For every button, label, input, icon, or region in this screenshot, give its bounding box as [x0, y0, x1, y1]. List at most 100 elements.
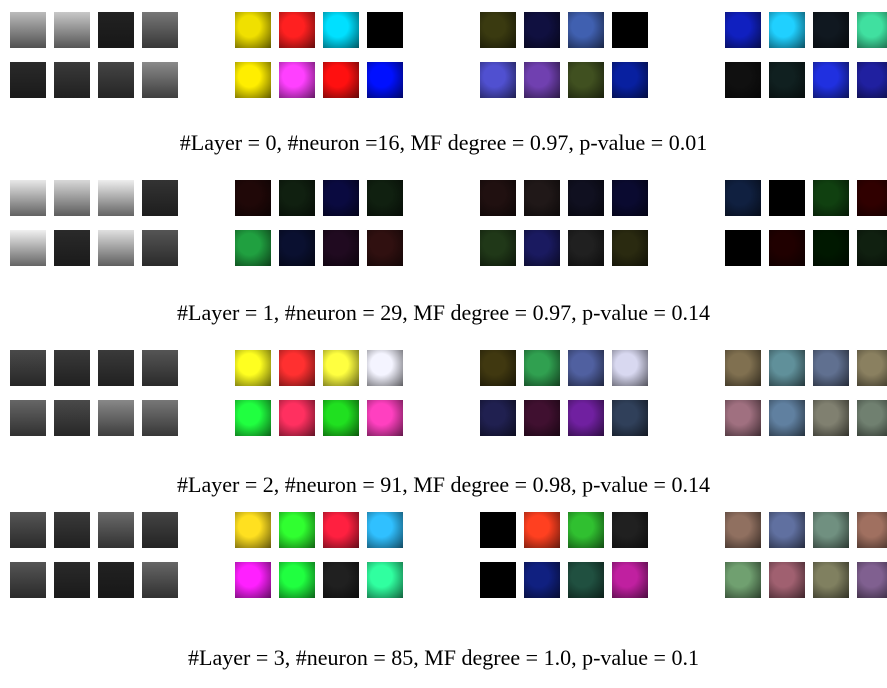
- layer-2-pattern-tile-1-1: [769, 400, 805, 436]
- layer-0-pattern-tile-0-2: [813, 12, 849, 48]
- layer-1-pattern-tile-1-2: [813, 230, 849, 266]
- layer-0-grayscale-tile-0-0: [10, 12, 46, 48]
- layer-1-grayscale-tile-1-1: [54, 230, 90, 266]
- layer-2-grayscale-tile-1-2: [98, 400, 134, 436]
- layer-3-color-tile-1-1: [524, 562, 560, 598]
- layer-3-color-tile-0-1: [524, 512, 560, 548]
- layer-3-pattern-tile-0-1: [769, 512, 805, 548]
- layer-2-color-tile-0-3: [612, 350, 648, 386]
- layer-3-pattern-tile-1-2: [813, 562, 849, 598]
- layer-3-color-tile-0-2: [568, 512, 604, 548]
- layer-2-grayscale-tile-0-2: [98, 350, 134, 386]
- layer-0-pattern-tile-1-1: [769, 62, 805, 98]
- layer-3-segment-tile-0-1: [279, 512, 315, 548]
- layer-2-segment-tile-0-3: [367, 350, 403, 386]
- layer-1-caption: #Layer = 1, #neuron = 29, MF degree = 0.…: [177, 300, 710, 325]
- layer-0-color-tile-0-3: [612, 12, 648, 48]
- layer-3-pattern-tile-0-3: [857, 512, 887, 548]
- layer-0-pattern-tile-1-3: [857, 62, 887, 98]
- layer-0-color-tile-0-2: [568, 12, 604, 48]
- layer-1-segment-tile-1-2: [323, 230, 359, 266]
- layer-3-grayscale-tile-0-3: [142, 512, 178, 548]
- layer-1-color-tile-1-0: [480, 230, 516, 266]
- layer-0-grayscale-tile-0-1: [54, 12, 90, 48]
- layer-2-pattern-tile-0-0: [725, 350, 761, 386]
- layer-2-segment-tile-0-0: [235, 350, 271, 386]
- layer-0-color-tile-0-0: [480, 12, 516, 48]
- layer-2-caption: #Layer = 2, #neuron = 91, MF degree = 0.…: [177, 472, 710, 497]
- layer-0-segment-tile-0-2: [323, 12, 359, 48]
- layer-0-pattern-tile-0-3: [857, 12, 887, 48]
- layer-1-pattern-tile-0-0: [725, 180, 761, 216]
- layer-0-segment-tile-1-1: [279, 62, 315, 98]
- layer-0-caption: #Layer = 0, #neuron =16, MF degree = 0.9…: [179, 130, 708, 155]
- layer-1-segment-tile-0-2: [323, 180, 359, 216]
- layer-1-pattern-tile-1-3: [857, 230, 887, 266]
- layer-2-color-tile-0-2: [568, 350, 604, 386]
- layer-0-color-tile-1-3: [612, 62, 648, 98]
- layer-1-color-tile-1-2: [568, 230, 604, 266]
- layer-0-pattern-tile-1-0: [725, 62, 761, 98]
- layer-0-segment-tile-0-1: [279, 12, 315, 48]
- layer-2-segment-tile-1-0: [235, 400, 271, 436]
- layer-1-color-tile-0-3: [612, 180, 648, 216]
- layer-2-pattern-tile-0-1: [769, 350, 805, 386]
- layer-2-grayscale-tile-1-3: [142, 400, 178, 436]
- layer-0-grayscale-tile-1-2: [98, 62, 134, 98]
- layer-3-color-tile-1-2: [568, 562, 604, 598]
- layer-3-grayscale-tile-1-1: [54, 562, 90, 598]
- layer-3-color-tile-1-0: [480, 562, 516, 598]
- layer-1-grayscale-tile-1-3: [142, 230, 178, 266]
- layer-0-pattern-tile-0-1: [769, 12, 805, 48]
- layer-2-color-tile-1-1: [524, 400, 560, 436]
- layer-3-grayscale-tile-0-2: [98, 512, 134, 548]
- layer-2-segment-tile-1-3: [367, 400, 403, 436]
- layer-2-color-tile-1-3: [612, 400, 648, 436]
- layer-3-segment-tile-0-0: [235, 512, 271, 548]
- layer-1-segment-tile-0-3: [367, 180, 403, 216]
- layer-0-segment-tile-0-0: [235, 12, 271, 48]
- layer-0-color-tile-1-2: [568, 62, 604, 98]
- layer-2-color-tile-1-0: [480, 400, 516, 436]
- layer-0-pattern-tile-0-0: [725, 12, 761, 48]
- layer-0-grayscale-tile-0-3: [142, 12, 178, 48]
- layer-3-segment-tile-1-2: [323, 562, 359, 598]
- layer-1-segment-tile-1-1: [279, 230, 315, 266]
- layer-2-color-tile-0-1: [524, 350, 560, 386]
- layer-2-grayscale-tile-0-1: [54, 350, 90, 386]
- layer-2-grayscale-tile-0-0: [10, 350, 46, 386]
- layer-0-color-tile-1-0: [480, 62, 516, 98]
- layer-2-color-tile-0-0: [480, 350, 516, 386]
- layer-1-color-tile-1-1: [524, 230, 560, 266]
- layer-3-pattern-tile-0-0: [725, 512, 761, 548]
- layer-1-grayscale-tile-0-0: [10, 180, 46, 216]
- layer-1-grayscale-tile-0-1: [54, 180, 90, 216]
- layer-1-color-tile-0-2: [568, 180, 604, 216]
- layer-3-segment-tile-1-3: [367, 562, 403, 598]
- layer-1-segment-tile-1-3: [367, 230, 403, 266]
- layer-2-grayscale-tile-1-1: [54, 400, 90, 436]
- layer-2-pattern-tile-1-0: [725, 400, 761, 436]
- layer-3-grayscale-tile-0-1: [54, 512, 90, 548]
- layer-0-segment-tile-1-2: [323, 62, 359, 98]
- layer-3-pattern-tile-1-3: [857, 562, 887, 598]
- layer-0-grayscale-tile-1-1: [54, 62, 90, 98]
- layer-0-pattern-tile-1-2: [813, 62, 849, 98]
- layer-1-segment-tile-0-1: [279, 180, 315, 216]
- layer-1-segment-tile-1-0: [235, 230, 271, 266]
- layer-2-pattern-tile-1-3: [857, 400, 887, 436]
- layer-0-grayscale-tile-0-2: [98, 12, 134, 48]
- layer-2-segment-tile-1-1: [279, 400, 315, 436]
- layer-2-segment-tile-0-1: [279, 350, 315, 386]
- layer-3-pattern-tile-1-0: [725, 562, 761, 598]
- layer-2-grayscale-tile-0-3: [142, 350, 178, 386]
- layer-0-color-tile-1-1: [524, 62, 560, 98]
- layer-0-segment-tile-1-3: [367, 62, 403, 98]
- layer-3-caption: #Layer = 3, #neuron = 85, MF degree = 1.…: [188, 645, 699, 670]
- layer-2-pattern-tile-1-2: [813, 400, 849, 436]
- layer-1-color-tile-1-3: [612, 230, 648, 266]
- layer-1-pattern-tile-0-2: [813, 180, 849, 216]
- layer-1-grayscale-tile-0-3: [142, 180, 178, 216]
- layer-3-pattern-tile-0-2: [813, 512, 849, 548]
- layer-0-grayscale-tile-1-3: [142, 62, 178, 98]
